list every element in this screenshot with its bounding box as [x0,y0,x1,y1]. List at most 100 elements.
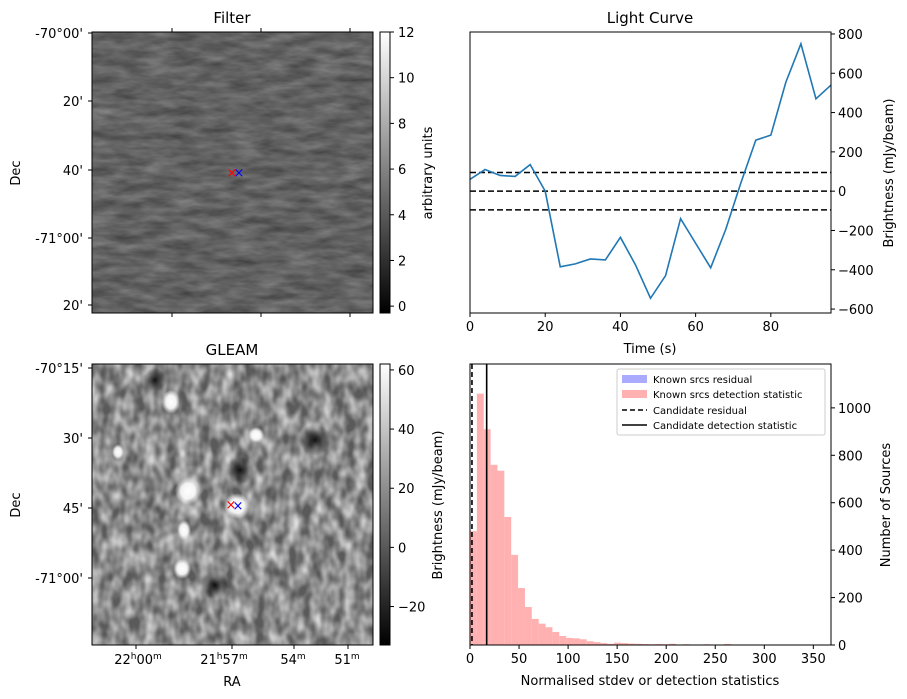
detection-bar [476,393,484,645]
light-curve-xtick-label: 80 [763,320,780,335]
red-x-marker: × [227,166,238,181]
light-curve-ytick-label: −400 [838,264,874,279]
gleam-xlabel: RA [223,675,241,690]
histogram-xtick-label: 300 [752,652,777,667]
histogram-ytick-label: 200 [838,592,863,607]
legend-label-detection: Known srcs detection statistic [653,390,802,401]
detection-bar [573,638,580,645]
gleam-xaxis: 22h00m 21h57m 54m 51m RA [114,645,360,690]
filter-title: Filter [213,9,251,27]
light-curve-ytick-label: −200 [838,224,874,239]
filter-markers: × × [227,166,245,181]
colorbar-tick-label: 2 [398,254,406,269]
light-curve-ytick-label: 200 [838,146,863,161]
detection-bar [627,643,635,645]
gleam-ytick-label: -71°00' [35,572,83,587]
filter-ytick-label: 20' [63,95,83,110]
light-curve-panel: Light Curve 0 20 40 60 80 −600 −400 −200 0 200 40… [466,9,897,357]
detection-bar [600,643,608,645]
filter-colorbar: 0 2 4 6 8 10 12 arbitrary units [379,26,436,315]
gleam-ytick-label: 30' [63,432,83,447]
filter-image [92,32,373,313]
filter-ylabel: Dec [9,160,24,185]
detection-bar [545,627,553,645]
gleam-ylabel: Dec [9,492,24,517]
detection-bar [614,642,622,645]
detection-bar [497,470,505,645]
gleam-image [92,364,373,645]
detection-bar [524,607,532,645]
detection-bar [470,531,477,645]
legend-label-residual: Known srcs residual [653,375,752,386]
histogram-xtick-label: 100 [556,652,581,667]
filter-ytick-label: -71°00' [35,232,83,247]
histogram-xtick-label: 0 [466,652,474,667]
light-curve-ytick-label: 400 [838,107,863,122]
detection-bar [621,643,628,645]
histogram-xlabel: Normalised stdev or detection statistics [521,674,780,689]
detection-bar [669,643,677,645]
detection-bar [566,637,574,645]
detection-bar [586,641,594,645]
gleam-ytick-label: -70°15' [35,362,83,377]
filter-panel: Filter × × -70°00' 20' 40' -71°00' 20' D… [9,9,436,317]
histogram-ytick-label: 1000 [838,402,871,417]
detection-bar [504,516,512,645]
histogram-xtick-label: 150 [605,652,630,667]
detection-bar [579,639,587,645]
filter-xaxis-ticks [171,28,351,317]
blue-x-marker: × [233,499,244,514]
histogram-xtick-label: 200 [654,652,679,667]
light-curve-ytick-label: 600 [838,67,863,82]
light-curve-ylabel: Brightness (mJy/beam) [882,99,897,248]
filter-ytick-label: -70°00' [35,27,83,42]
colorbar-tick-label: 60 [398,364,415,379]
histogram-xtick-label: 350 [801,652,826,667]
gleam-xtick-label: 21h57m [200,652,248,668]
filter-ytick-label: 20' [63,299,83,314]
detection-bar [552,631,560,645]
histogram-legend: Known srcs residual Known srcs detection… [616,368,826,436]
legend-label-candidate-detection: Candidate detection statistic [653,421,797,432]
colorbar-tick-label: 20 [398,482,415,497]
histogram-panel: 0 50 100 150 200 250 300 350 02004006008001000 … [431,363,894,689]
detection-bar [531,618,539,645]
detection-bar [490,464,498,645]
histogram-ytick-label: 0 [838,639,846,654]
histogram-xtick-label: 50 [511,652,528,667]
colorbar-tick-label: 10 [398,72,415,87]
detection-bar [538,623,546,645]
light-curve-xtick-label: 40 [612,320,629,335]
light-curve-title: Light Curve [607,9,693,27]
gleam-colorbar: −20 0 20 40 60 [379,363,425,646]
gleam-panel: GLEAM × × -70°15' 30' [9,341,425,690]
histogram-ytick-label: 600 [838,497,863,512]
light-curve-xtick-label: 0 [466,320,474,335]
colorbar-tick-label: 0 [398,300,406,315]
colorbar-tick-label: 4 [398,209,406,224]
legend-swatch-residual [622,375,647,383]
detection-bar [511,554,519,645]
gleam-ytick-label: 45' [63,502,83,517]
light-curve-ytick-label: −600 [838,303,874,318]
histogram-xtick-label: 250 [703,652,728,667]
colorbar-tick-label: 6 [398,163,406,178]
detection-bar [607,643,615,645]
colorbar-tick-label: 0 [398,541,406,556]
filter-yaxis: -70°00' 20' 40' -71°00' 20' Dec [9,27,92,314]
colorbar-tick-label: 8 [398,117,406,132]
red-x-marker: × [226,498,237,513]
light-curve-ytick-label: 0 [838,185,846,200]
legend-swatch-detection [622,390,647,398]
filter-ytick-label: 40' [63,164,83,179]
light-curve-ytick-label: 800 [838,28,863,43]
light-curve-xlabel: Time (s) [623,342,677,357]
light-curve-series [470,41,831,300]
legend-label-candidate-residual: Candidate residual [653,406,747,417]
colorbar-tick-label: 40 [398,423,415,438]
gleam-title: GLEAM [206,341,259,359]
histogram-ytick-label: 400 [838,544,863,559]
histogram-left-ylabel: Brightness (mJy/beam) [431,431,446,580]
gleam-markers: × × [226,498,244,514]
